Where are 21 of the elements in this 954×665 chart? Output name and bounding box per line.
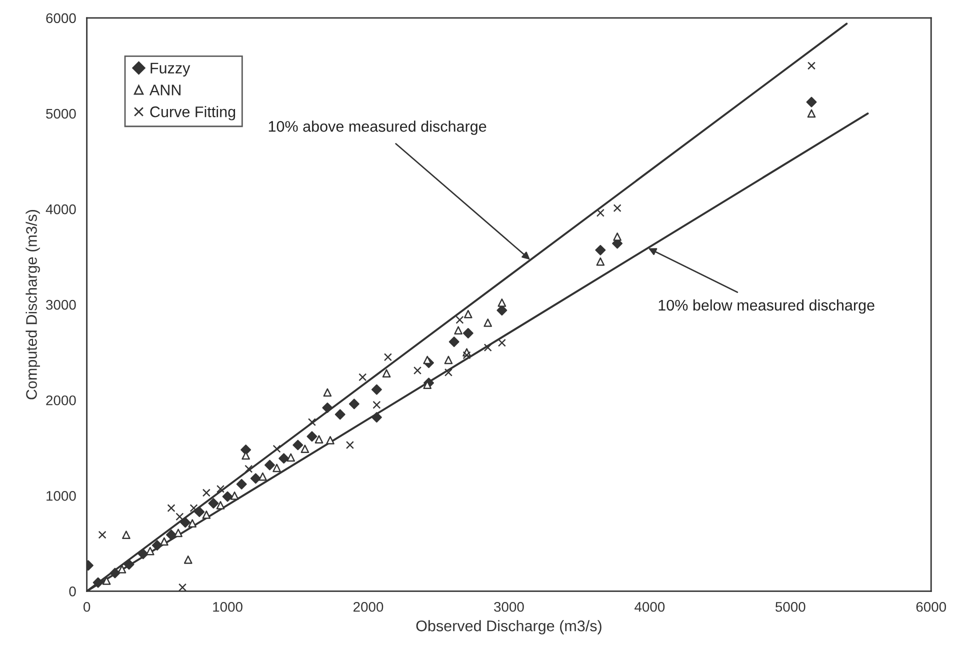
y-tick-label: 0 xyxy=(69,586,76,596)
y-tick-label: 2000 xyxy=(46,395,76,406)
x-tick-label: 5000 xyxy=(775,602,806,612)
x-tick-label: 3000 xyxy=(494,602,524,612)
y-tick-label: 4000 xyxy=(46,204,76,214)
annotation: 10% above measured discharge xyxy=(268,120,486,135)
y-tick-label: 5000 xyxy=(46,108,76,119)
x-axis-title: Observed Discharge (m3/s) xyxy=(416,620,602,634)
y-tick-label: 1000 xyxy=(46,490,76,501)
y-axis-title: Computed Discharge (m3/s) xyxy=(26,210,40,400)
legend-label: Fuzzy xyxy=(150,62,190,76)
x-tick-label: 4000 xyxy=(634,602,665,612)
x-tick-label: 6000 xyxy=(916,602,946,612)
y-tick-label: 3000 xyxy=(46,300,76,310)
annotation: 10% below measured discharge xyxy=(658,299,874,314)
legend-label: Curve Fitting xyxy=(150,106,236,120)
x-tick-label: 0 xyxy=(83,602,90,612)
y-tick-label: 6000 xyxy=(46,13,76,24)
x-tick-label: 1000 xyxy=(213,602,242,612)
x-tick-label: 2000 xyxy=(353,602,384,612)
legend-label: ANN xyxy=(149,84,180,96)
